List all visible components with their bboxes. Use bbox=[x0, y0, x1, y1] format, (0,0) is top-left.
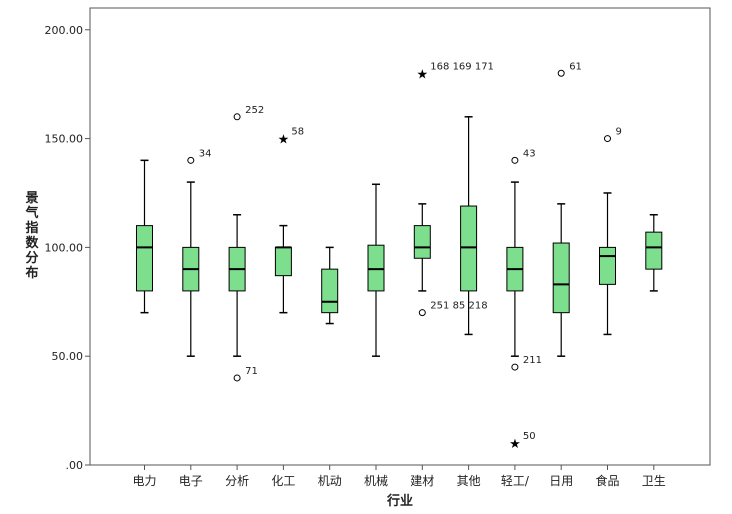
outlier-label: 61 bbox=[569, 61, 582, 72]
y-tick-label: 200.00 bbox=[45, 24, 84, 37]
box-iqr bbox=[274, 246, 292, 277]
outlier-circle bbox=[511, 156, 519, 164]
outlier-circle bbox=[187, 156, 195, 164]
y-tick-label: 100.00 bbox=[45, 241, 84, 254]
y-tick-label: 150.00 bbox=[45, 133, 84, 146]
outlier-label: 211 bbox=[523, 355, 542, 366]
x-tick-label: 机动 bbox=[318, 474, 342, 488]
box-group bbox=[367, 183, 385, 357]
box-group: ★58 bbox=[274, 127, 304, 314]
outlier-label: 9 bbox=[616, 127, 622, 138]
box-group: 252 71 bbox=[228, 105, 264, 382]
x-tick-label: 分析 bbox=[225, 474, 249, 488]
outlier-label: 50 bbox=[523, 431, 536, 442]
box-iqr bbox=[413, 225, 431, 259]
box-group: 43 211 ★50 bbox=[506, 148, 542, 452]
x-tick-label: 卫生 bbox=[642, 474, 666, 488]
outlier-label: 58 bbox=[291, 127, 304, 138]
outlier-circle bbox=[233, 113, 241, 121]
outlier-star: ★ bbox=[416, 67, 428, 82]
box-iqr bbox=[552, 242, 570, 314]
outlier-circle bbox=[557, 69, 565, 77]
box-iqr bbox=[136, 225, 153, 292]
outlier-circle bbox=[418, 309, 426, 317]
box-group bbox=[460, 116, 478, 336]
x-tick-label: 化工 bbox=[271, 474, 295, 488]
box-group: 34 bbox=[182, 148, 212, 357]
y-axis-title-char: 分 bbox=[25, 250, 38, 266]
y-tick-label: .00 bbox=[66, 459, 84, 472]
x-tick-label: 机械 bbox=[364, 473, 388, 488]
box-group bbox=[645, 213, 663, 292]
box-group: ★168 169 171 251 85 218 bbox=[413, 61, 494, 317]
box-group: 9 bbox=[599, 127, 622, 336]
outlier-label: 71 bbox=[245, 366, 258, 377]
x-tick-label: 食品 bbox=[595, 473, 619, 488]
outlier-circle bbox=[511, 363, 519, 371]
y-axis-title-char: 景 bbox=[25, 191, 38, 206]
outlier-star: ★ bbox=[278, 133, 290, 148]
outlier-label: 251 85 218 bbox=[430, 301, 487, 312]
box-group bbox=[321, 246, 339, 325]
y-axis-title-char: 气 bbox=[25, 205, 38, 221]
box-group: 61 bbox=[552, 61, 582, 357]
box-iqr bbox=[599, 246, 616, 285]
y-axis-title-char: 指 bbox=[25, 220, 38, 236]
outlier-label: 168 169 171 bbox=[430, 61, 494, 72]
outlier-label: 252 bbox=[245, 105, 264, 116]
plot-frame bbox=[89, 7, 711, 466]
x-tick-label: 日用 bbox=[549, 474, 573, 488]
y-axis-title-char: 数 bbox=[25, 235, 39, 251]
x-tick-label: 建材 bbox=[410, 474, 434, 488]
x-tick-label: 其他 bbox=[457, 474, 481, 488]
box-iqr bbox=[460, 205, 478, 292]
box-group bbox=[136, 159, 153, 314]
outlier-star: ★ bbox=[509, 437, 521, 452]
box-iqr bbox=[367, 244, 385, 292]
box-iqr bbox=[645, 231, 663, 270]
x-tick-label: 电力 bbox=[132, 474, 156, 488]
y-axis-title: 景 气 指 数 分 布 bbox=[25, 191, 39, 281]
box-iqr bbox=[321, 268, 339, 314]
outlier-circle bbox=[604, 135, 611, 143]
y-axis-title-char: 布 bbox=[25, 265, 38, 281]
outlier-label: 43 bbox=[523, 148, 536, 159]
x-tick-label: 电子 bbox=[179, 474, 203, 488]
outlier-circle bbox=[233, 374, 241, 382]
y-tick-label: 50.00 bbox=[52, 350, 84, 363]
x-axis-title: 行业 bbox=[386, 493, 413, 509]
outlier-label: 34 bbox=[199, 148, 212, 159]
x-tick-label: 轻工/ bbox=[501, 474, 530, 488]
